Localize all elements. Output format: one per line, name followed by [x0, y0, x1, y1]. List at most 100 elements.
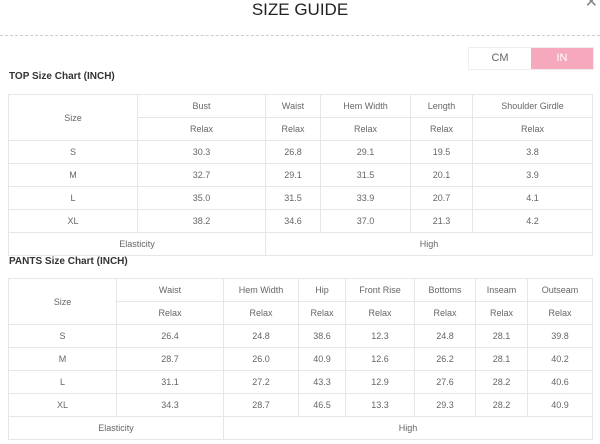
- relax-subheader: Relax: [298, 301, 346, 325]
- value-cell: 28.1: [475, 347, 528, 371]
- column-header: Waist: [116, 278, 224, 302]
- value-cell: 32.7: [137, 163, 266, 187]
- column-header: Waist: [265, 94, 321, 118]
- column-header: Length: [410, 94, 473, 118]
- value-cell: 12.9: [345, 370, 415, 394]
- unit-cm-button[interactable]: CM: [469, 48, 531, 69]
- value-cell: 26.4: [116, 324, 224, 348]
- value-cell: 40.9: [527, 393, 593, 417]
- size-cell: XL: [8, 209, 138, 233]
- size-cell: L: [8, 186, 138, 210]
- value-cell: 38.6: [298, 324, 346, 348]
- elasticity-value: High: [223, 416, 593, 440]
- table-row: M 28.7 26.0 40.9 12.6 26.2 28.1 40.2: [8, 347, 593, 371]
- table-row: M 32.7 29.1 31.5 20.1 3.9: [8, 163, 593, 187]
- table-row: XL 34.3 28.7 46.5 13.3 29.3 28.2 40.9: [8, 393, 593, 417]
- value-cell: 28.7: [223, 393, 299, 417]
- value-cell: 31.1: [116, 370, 224, 394]
- elasticity-label: Elasticity: [8, 232, 266, 256]
- value-cell: 31.5: [265, 186, 321, 210]
- elasticity-row: Elasticity High: [8, 416, 593, 440]
- value-cell: 13.3: [345, 393, 415, 417]
- column-header: Shoulder Girdle: [472, 94, 593, 118]
- value-cell: 3.8: [472, 140, 593, 164]
- header-row: Size Bust Waist Hem Width Length Shoulder Gir…: [8, 94, 593, 141]
- value-cell: 21.3: [410, 209, 473, 233]
- value-cell: 28.2: [475, 393, 528, 417]
- table-row: XL 38.2 34.6 37.0 21.3 4.2: [8, 209, 593, 233]
- value-cell: 46.5: [298, 393, 346, 417]
- size-cell: S: [8, 324, 117, 348]
- relax-subheader: Relax: [410, 117, 473, 141]
- value-cell: 4.2: [472, 209, 593, 233]
- elasticity-row: Elasticity High: [8, 232, 593, 256]
- elasticity-value: High: [265, 232, 593, 256]
- value-cell: 28.1: [475, 324, 528, 348]
- value-cell: 37.0: [320, 209, 411, 233]
- column-header: Front Rise: [345, 278, 415, 302]
- header-row: Size Waist Hem Width Hip Front Rise Bottoms In…: [8, 278, 593, 325]
- relax-subheader: Relax: [414, 301, 476, 325]
- value-cell: 40.6: [527, 370, 593, 394]
- value-cell: 24.8: [223, 324, 299, 348]
- relax-subheader: Relax: [472, 117, 593, 141]
- value-cell: 43.3: [298, 370, 346, 394]
- value-cell: 27.6: [414, 370, 476, 394]
- value-cell: 40.9: [298, 347, 346, 371]
- relax-subheader: Relax: [265, 117, 321, 141]
- value-cell: 34.3: [116, 393, 224, 417]
- elasticity-label: Elasticity: [8, 416, 224, 440]
- size-cell: M: [8, 347, 117, 371]
- size-cell: M: [8, 163, 138, 187]
- size-header: Size: [8, 278, 117, 325]
- unit-toggle: CM IN: [468, 47, 594, 70]
- top-chart-heading: TOP Size Chart (INCH): [9, 71, 115, 82]
- table-row: L 31.1 27.2 43.3 12.9 27.6 28.2 40.6: [8, 370, 593, 394]
- value-cell: 20.7: [410, 186, 473, 210]
- column-header: Bust: [137, 94, 266, 118]
- column-header: Inseam: [475, 278, 528, 302]
- pants-chart-heading: PANTS Size Chart (INCH): [9, 256, 128, 267]
- value-cell: 12.3: [345, 324, 415, 348]
- value-cell: 38.2: [137, 209, 266, 233]
- column-header: Hem Width: [320, 94, 411, 118]
- value-cell: 24.8: [414, 324, 476, 348]
- unit-in-button[interactable]: IN: [531, 48, 593, 69]
- value-cell: 35.0: [137, 186, 266, 210]
- value-cell: 26.0: [223, 347, 299, 371]
- top-size-table: Size Bust Waist Hem Width Length Shoulder Gir…: [8, 94, 593, 256]
- value-cell: 4.1: [472, 186, 593, 210]
- value-cell: 40.2: [527, 347, 593, 371]
- value-cell: 12.6: [345, 347, 415, 371]
- value-cell: 29.1: [320, 140, 411, 164]
- size-cell: L: [8, 370, 117, 394]
- value-cell: 27.2: [223, 370, 299, 394]
- value-cell: 20.1: [410, 163, 473, 187]
- size-cell: XL: [8, 393, 117, 417]
- column-header: Hem Width: [223, 278, 299, 302]
- value-cell: 29.1: [265, 163, 321, 187]
- size-header: Size: [8, 94, 138, 141]
- relax-subheader: Relax: [345, 301, 415, 325]
- value-cell: 29.3: [414, 393, 476, 417]
- table-row: S 30.3 26.8 29.1 19.5 3.8: [8, 140, 593, 164]
- page-title: SIZE GUIDE: [251, 0, 349, 19]
- value-cell: 19.5: [410, 140, 473, 164]
- value-cell: 33.9: [320, 186, 411, 210]
- pants-size-table: Size Waist Hem Width Hip Front Rise Bottoms In…: [8, 278, 593, 440]
- relax-subheader: Relax: [475, 301, 528, 325]
- size-cell: S: [8, 140, 138, 164]
- value-cell: 39.8: [527, 324, 593, 348]
- column-header: Outseam: [527, 278, 593, 302]
- table-row: L 35.0 31.5 33.9 20.7 4.1: [8, 186, 593, 210]
- value-cell: 26.2: [414, 347, 476, 371]
- divider: [0, 35, 600, 36]
- value-cell: 3.9: [472, 163, 593, 187]
- column-header: Hip: [298, 278, 346, 302]
- subheader-row: Relax Relax Relax Relax Relax: [9, 117, 593, 141]
- close-icon[interactable]: ✕: [584, 0, 598, 11]
- relax-subheader: Relax: [116, 301, 224, 325]
- relax-subheader: Relax: [527, 301, 593, 325]
- value-cell: 28.2: [475, 370, 528, 394]
- relax-subheader: Relax: [223, 301, 299, 325]
